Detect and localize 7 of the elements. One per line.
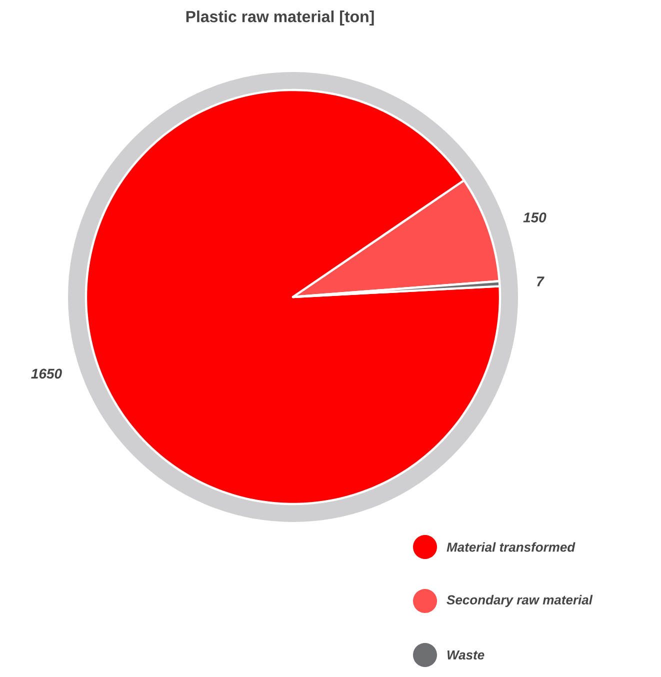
- legend-label: Material transformed: [446, 542, 576, 552]
- chart-title: Plastic raw material [ton]: [186, 10, 374, 26]
- data-label: 150: [523, 212, 546, 222]
- data-label: 1650: [31, 368, 62, 379]
- data-label: 7: [537, 276, 544, 286]
- legend-label: Waste: [447, 650, 484, 660]
- legend-label: Secondary raw material: [446, 594, 593, 608]
